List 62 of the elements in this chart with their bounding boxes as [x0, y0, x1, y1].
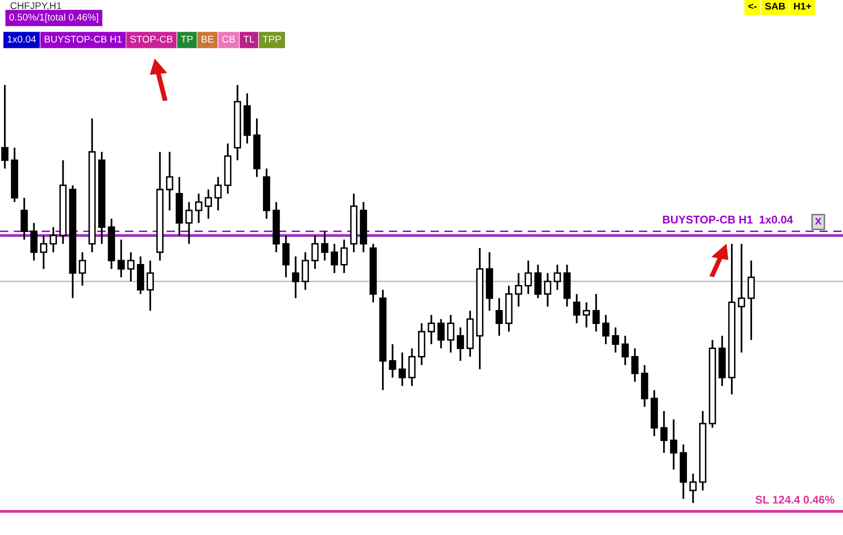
candlestick — [185, 201, 193, 245]
candlestick — [146, 260, 154, 312]
candlestick — [428, 314, 435, 345]
candlestick — [302, 251, 309, 291]
candlestick — [748, 260, 755, 341]
candlestick — [330, 243, 338, 274]
text: 0.50%/1[total 0.46%] — [9, 13, 98, 23]
text: SAB — [765, 2, 785, 10]
candlestick — [195, 192, 202, 224]
candlestick — [582, 302, 590, 328]
candlestick — [398, 352, 406, 387]
text: STOP-CB — [130, 36, 172, 43]
text: <- — [748, 4, 757, 9]
candlestick — [118, 238, 125, 278]
candlestick — [592, 293, 600, 332]
text: TP — [180, 36, 193, 43]
candlestick — [50, 226, 57, 254]
candlestick — [554, 264, 561, 291]
text: BUYSTOP-CB H1 — [44, 36, 122, 43]
candlestick — [311, 234, 319, 270]
candlestick — [214, 176, 222, 212]
candlestick — [660, 410, 668, 454]
candlestick — [40, 234, 48, 270]
candlestick — [292, 256, 300, 300]
candlestick — [437, 318, 445, 350]
text: BE — [202, 36, 214, 43]
candlestick — [456, 326, 464, 362]
text: X — [815, 218, 822, 225]
candlestick — [282, 234, 290, 278]
candlestick — [496, 297, 503, 337]
candlestick — [534, 264, 542, 300]
ref-line-label: SL 124.4 0.46% — [756, 496, 834, 504]
chart-title: CHFJPY,H1 — [10, 2, 62, 10]
candlestick — [20, 197, 28, 240]
text: CB — [222, 36, 235, 43]
text: H1+ — [794, 2, 812, 10]
candlestick — [447, 314, 454, 354]
text: TPP — [262, 36, 281, 43]
candlestick — [166, 151, 174, 212]
candlestick — [544, 272, 552, 308]
candlestick — [738, 243, 746, 354]
candlestick — [631, 348, 638, 383]
text: TL — [243, 36, 254, 43]
candlestick — [573, 293, 580, 324]
candlestick — [670, 418, 678, 470]
candlestick — [612, 326, 620, 354]
candlestick — [78, 251, 86, 286]
candlestick — [1, 84, 8, 170]
candlestick — [602, 314, 610, 345]
candlestick — [204, 188, 212, 220]
text: 1x0.04 — [8, 36, 36, 43]
candlestick — [689, 472, 697, 504]
candlestick — [622, 334, 629, 366]
candlestick — [514, 272, 522, 308]
candlestick — [388, 343, 396, 378]
candlestick — [30, 222, 38, 262]
candlestick — [127, 251, 134, 282]
candlestick — [524, 260, 532, 295]
ref-line-label: BUYSTOP-CB H1 1x0.04 — [663, 216, 793, 224]
candlestick — [408, 348, 416, 387]
candlestick — [340, 238, 348, 274]
candlestick — [321, 230, 328, 262]
